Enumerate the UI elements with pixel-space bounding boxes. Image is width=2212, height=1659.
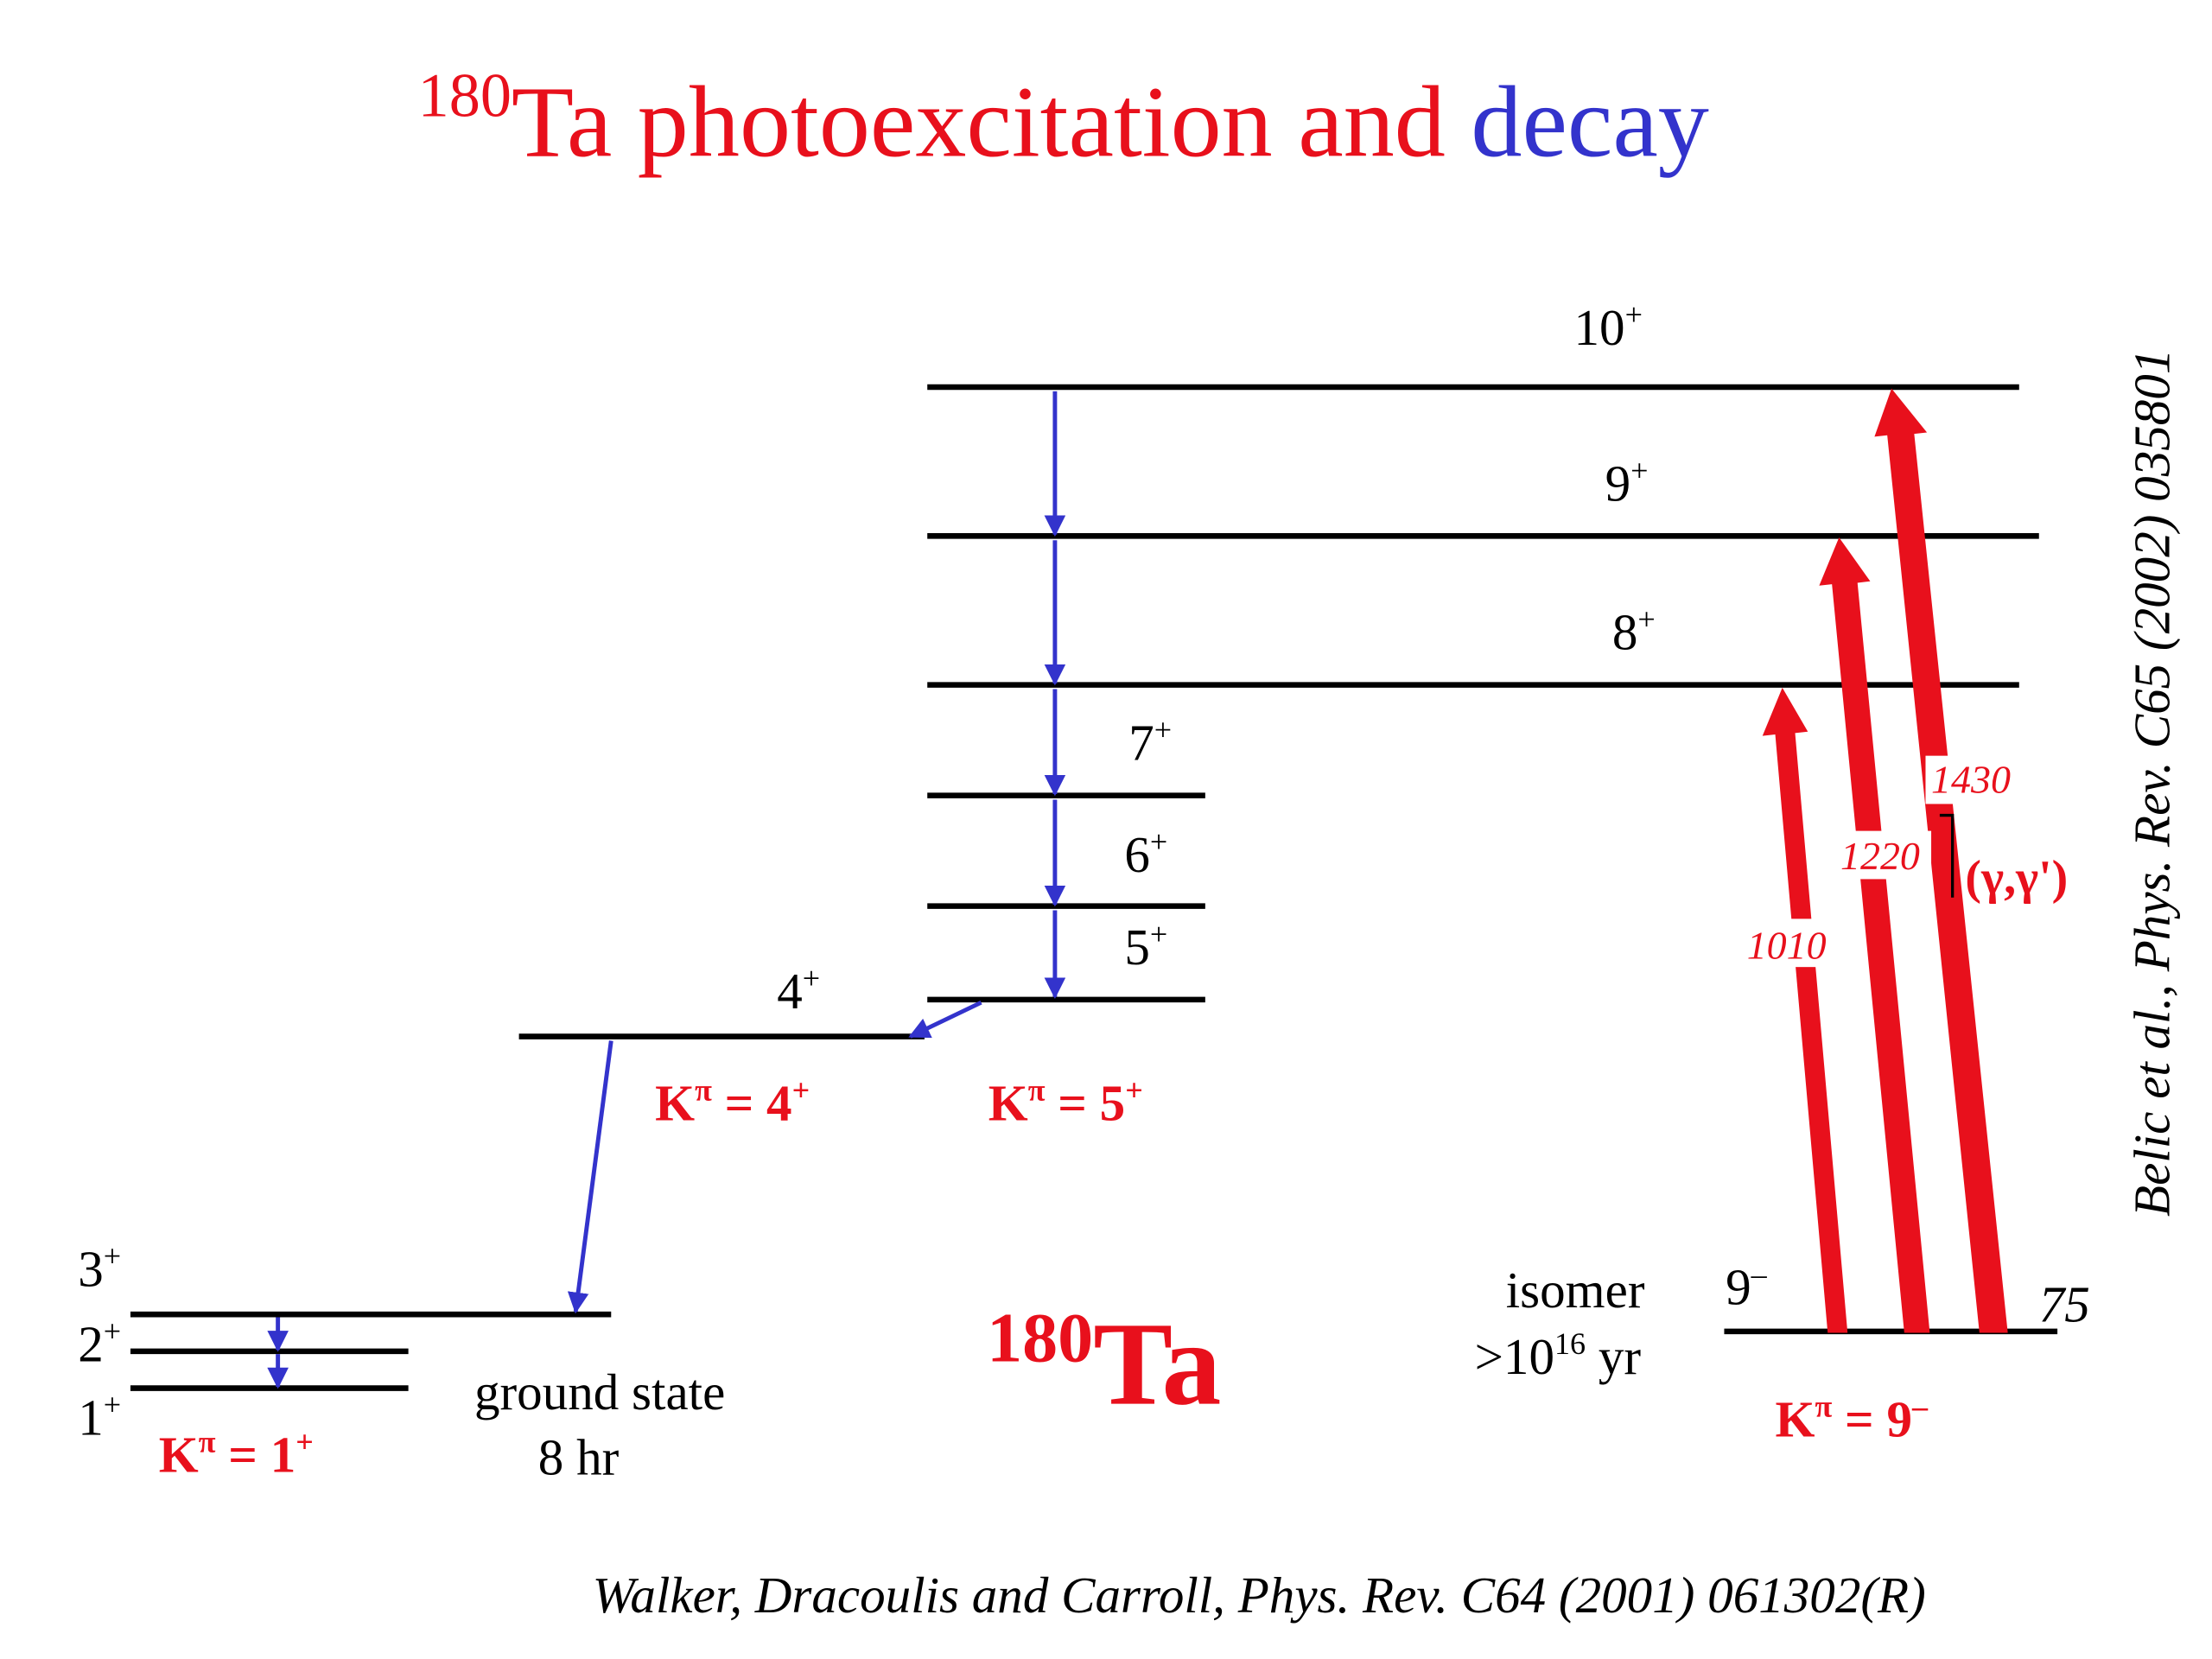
level-10-plus-label: 10+	[1574, 297, 1643, 356]
level-7-plus-label: 7+	[1128, 713, 1172, 772]
decay-transitions	[267, 391, 1066, 1389]
side-citation: Belic et al., Phys. Rev. C65 (2002) 0358…	[2124, 349, 2181, 1217]
band-k5-label: Kπ = 5+	[988, 1072, 1143, 1131]
level-2-plus-label: 2+	[78, 1313, 121, 1372]
energy-levels	[130, 384, 2058, 1391]
level-6-plus-label: 6+	[1124, 824, 1167, 883]
slide-title: 180Ta photoexcitation and decay	[418, 61, 1709, 179]
bottom-citation: Walker, Dracoulis and Carroll, Phys. Rev…	[593, 1567, 1926, 1624]
decay-arrow-5-4	[908, 1000, 982, 1039]
excitation-arrow-1010	[1762, 687, 1848, 1333]
isomer-spin-label: 9–	[1726, 1257, 1768, 1316]
level-4-plus-label: 4+	[777, 961, 820, 1020]
level-8-plus-label: 8+	[1612, 602, 1656, 661]
ground-state-text: ground state	[474, 1363, 725, 1421]
isomer-energy: 75	[2039, 1275, 2090, 1332]
band-k9-label: Kπ = 9–	[1776, 1389, 1929, 1447]
energy-label-1220: 1220	[1840, 834, 1920, 878]
band-labels: Kπ = 1+ Kπ = 4+ Kπ = 5+ Kπ = 9–	[159, 1072, 1929, 1483]
level-3-plus-label: 3+	[78, 1238, 121, 1297]
isomer-half-life: >1016 yr	[1475, 1326, 1642, 1385]
ground-state-label: ground state 8 hr	[474, 1363, 725, 1485]
spin-labels: 10+ 9+ 8+ 7+ 6+ 5+ 4+ 3+ 2+ 1+ 9–	[78, 297, 1767, 1446]
band-k1-label: Kπ = 1+	[159, 1424, 314, 1483]
level-1-plus-label: 1+	[78, 1388, 121, 1446]
isomer-text: isomer	[1506, 1262, 1645, 1319]
excitation-arrow-1220	[1819, 537, 1930, 1333]
excitation-arrow-1430	[1874, 388, 2008, 1333]
reaction-bracket	[1939, 813, 1955, 898]
label-backing-1220	[1834, 830, 1932, 880]
energy-label-1010: 1010	[1747, 923, 1827, 967]
level-5-plus-label: 5+	[1124, 917, 1167, 976]
nucleus-label: 180Ta	[987, 1298, 1221, 1430]
label-backing-1430	[1925, 755, 2023, 804]
ground-state-half-life: 8 hr	[538, 1429, 620, 1486]
band-k4-label: Kπ = 4+	[655, 1072, 810, 1131]
energy-label-1430: 1430	[1931, 757, 2011, 801]
photoexcitation-transitions	[1762, 388, 2008, 1333]
decay-arrow-4-3	[567, 1040, 613, 1314]
reaction-label: (γ,γ')	[1965, 851, 2068, 905]
transition-energy-labels: 1010 1220 1430	[1741, 755, 2023, 968]
level-9-plus-label: 9+	[1605, 453, 1649, 512]
isomer-labels: isomer >1016 yr 75	[1475, 1262, 2090, 1385]
label-backing-1010	[1741, 918, 1838, 968]
